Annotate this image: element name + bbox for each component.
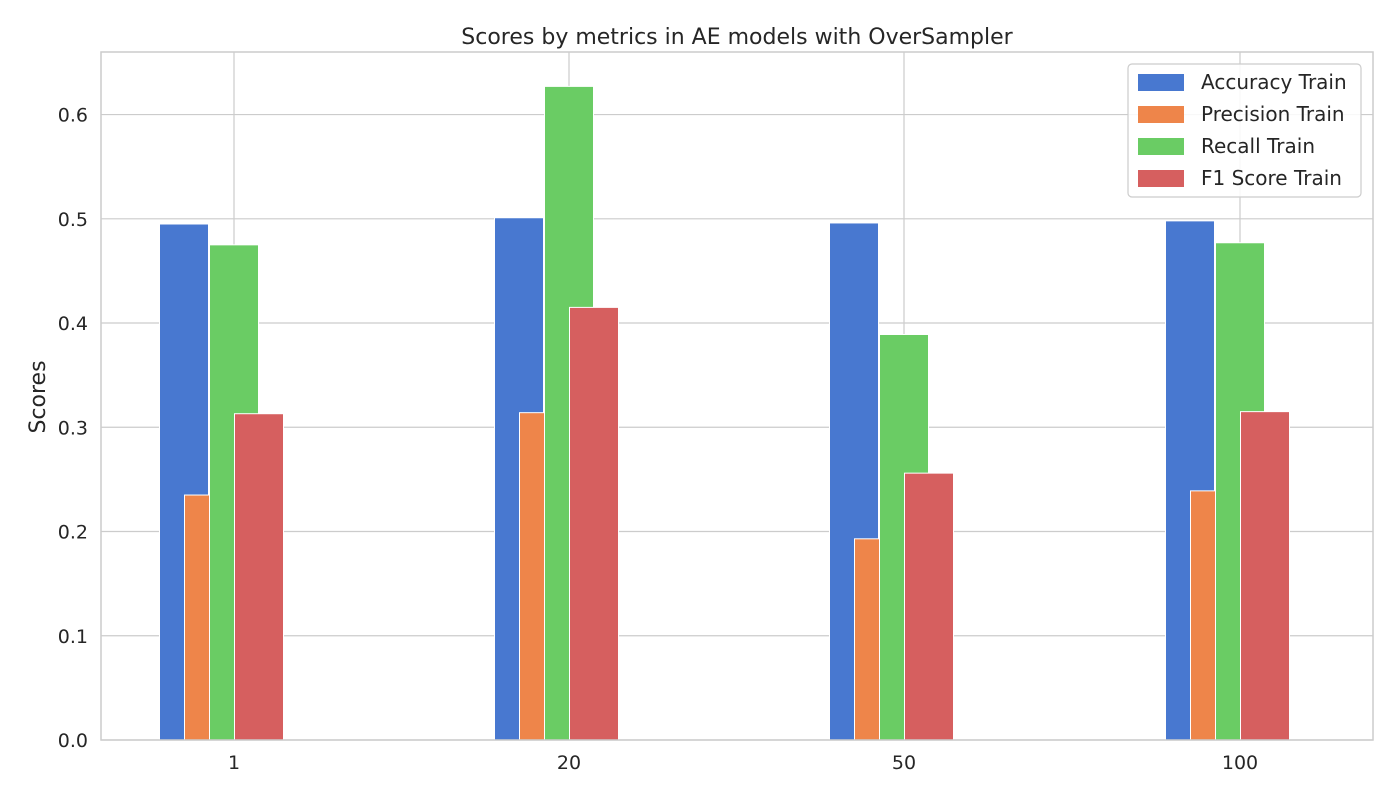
y-tick-label: 0.0 [58,730,88,752]
chart-title: Scores by metrics in AE models with Over… [461,25,1013,50]
legend-box [1127,63,1362,198]
bar-f1-score-train-1 [234,413,284,741]
y-tick-label: 0.6 [58,105,88,127]
legend-swatch [1138,74,1184,91]
y-axis-title: Scores [26,360,51,433]
legend-label: Accuracy Train [1201,70,1347,94]
x-tick-label: 1 [228,752,240,774]
y-tick-label: 0.2 [58,522,88,544]
y-tick-label: 0.3 [58,417,88,439]
bar-f1-score-train-50 [904,472,954,741]
plot-frame [100,51,1374,741]
x-tick-label: 100 [1222,752,1258,774]
y-tick-label: 0.4 [58,313,88,335]
axis-layer: 0.0 0.1 0.2 0.3 0.4 0.5 0.6 1 20 50 100 [58,51,1374,774]
legend-label: F1 Score Train [1201,166,1342,190]
bar-f1-score-train-100 [1240,411,1290,741]
legend-swatch [1138,170,1184,187]
bar-f1-score-train-20 [569,306,619,741]
x-tick-label: 20 [557,752,581,774]
legend: Accuracy Train Precision Train Recall Trai… [1127,63,1362,198]
y-tick-label: 0.5 [58,209,88,231]
legend-label: Precision Train [1201,102,1345,126]
legend-swatch [1138,106,1184,123]
y-tick-label: 0.1 [58,626,88,648]
bars-layer [159,85,1290,741]
legend-swatch [1138,138,1184,155]
x-tick-label: 50 [892,752,916,774]
legend-label: Recall Train [1201,134,1315,158]
